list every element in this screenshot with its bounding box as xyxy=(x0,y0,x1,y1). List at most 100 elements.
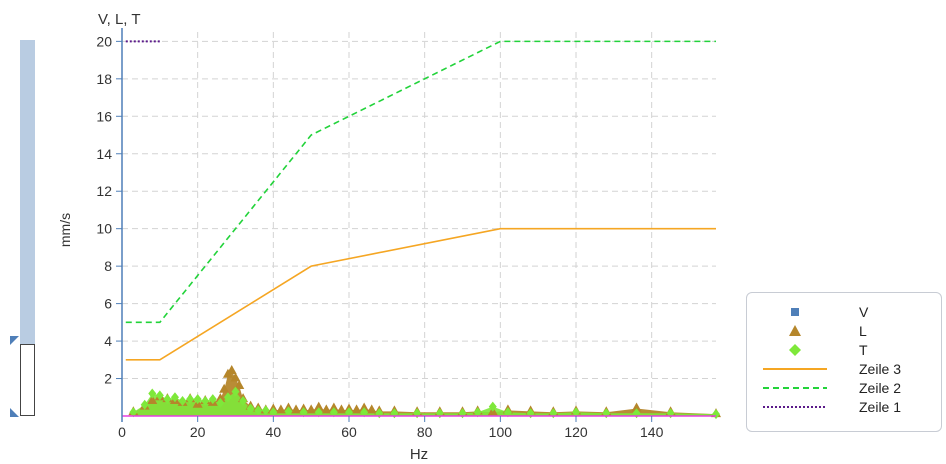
solid-line-icon xyxy=(763,368,827,370)
chart-title: V, L, T xyxy=(98,11,141,28)
axes xyxy=(116,28,716,422)
slider-handle-top[interactable] xyxy=(10,336,19,345)
y-tick-label: 14 xyxy=(96,146,112,162)
y-tick-label: 20 xyxy=(96,33,112,49)
marker-diamond xyxy=(261,405,270,416)
marker-triangle xyxy=(215,393,226,403)
x-tick-label: 80 xyxy=(417,424,433,440)
marker-diamond xyxy=(155,390,164,401)
y-tick-label: 16 xyxy=(96,108,112,124)
line-zeile-2 xyxy=(125,40,716,324)
marker-triangle xyxy=(359,402,370,412)
marker-diamond xyxy=(223,392,232,403)
marker-triangle xyxy=(219,383,230,393)
marker-triangle xyxy=(234,380,245,390)
legend-label: Zeile 1 xyxy=(859,399,902,415)
marker-diamond xyxy=(163,394,172,405)
x-tick-label: 20 xyxy=(190,424,206,440)
marker-triangle xyxy=(306,404,317,414)
slider-handle-bottom[interactable] xyxy=(10,408,19,417)
marker-diamond xyxy=(329,407,338,418)
marker-diamond xyxy=(231,386,240,397)
legend-item-zeile-3[interactable]: Zeile 3 xyxy=(747,360,943,378)
y-tick-label: 2 xyxy=(104,371,112,387)
marker-diamond xyxy=(140,399,149,410)
x-tick-label: 120 xyxy=(564,424,588,440)
dashed-line-icon xyxy=(763,387,827,389)
marker-diamond xyxy=(314,407,323,418)
zoom-slider[interactable] xyxy=(10,40,35,417)
marker-triangle xyxy=(336,404,347,414)
y-tick-label: 12 xyxy=(96,183,112,199)
marker-triangle xyxy=(366,404,377,414)
marker-diamond xyxy=(488,401,497,412)
line-zeile-3 xyxy=(125,227,716,361)
legend-item-v[interactable]: V xyxy=(747,303,943,321)
marker-triangle xyxy=(147,395,158,405)
marker-diamond xyxy=(208,394,217,405)
y-tick-label: 6 xyxy=(104,296,112,312)
marker-diamond xyxy=(246,403,255,414)
marker-diamond xyxy=(345,407,354,418)
marker-diamond xyxy=(503,407,512,418)
x-axis-label: Hz xyxy=(410,446,428,463)
marker-triangle xyxy=(226,365,237,375)
marker-diamond xyxy=(284,406,293,417)
marker-triangle xyxy=(351,404,362,414)
legend: V L T Zeile 3 Zeile 2 Zeile 1 xyxy=(746,292,942,432)
triangle-icon xyxy=(789,325,801,336)
marker-diamond xyxy=(193,394,202,405)
marker-triangle xyxy=(313,401,324,411)
marker-diamond xyxy=(216,397,225,408)
x-tick-label: 0 xyxy=(118,424,126,440)
marker-diamond xyxy=(299,407,308,418)
x-tick-label: 60 xyxy=(341,424,357,440)
marker-diamond xyxy=(572,407,581,418)
marker-diamond xyxy=(473,407,482,418)
legend-label: T xyxy=(859,342,868,358)
threshold-lines xyxy=(125,40,716,361)
marker-triangle xyxy=(328,402,339,412)
marker-diamond xyxy=(148,388,157,399)
legend-label: V xyxy=(859,304,869,320)
marker-diamond xyxy=(201,396,210,407)
marker-triangle xyxy=(275,404,286,414)
legend-label: L xyxy=(859,323,867,339)
diamond-icon xyxy=(789,344,801,356)
legend-item-zeile-2[interactable]: Zeile 2 xyxy=(747,379,943,397)
dotted-line-icon xyxy=(763,406,827,408)
legend-label: Zeile 2 xyxy=(859,380,902,396)
slider-window[interactable] xyxy=(20,344,35,416)
legend-item-t[interactable]: T xyxy=(747,341,943,359)
marker-diamond xyxy=(178,396,187,407)
marker-triangle xyxy=(321,404,332,414)
slider-track[interactable] xyxy=(20,40,35,344)
y-tick-label: 10 xyxy=(96,221,112,237)
grid-lines xyxy=(122,32,716,416)
x-tick-label: 140 xyxy=(640,424,664,440)
square-icon xyxy=(791,308,799,316)
marker-triangle xyxy=(230,372,241,382)
data-areas xyxy=(133,371,716,416)
x-tick-label: 40 xyxy=(266,424,282,440)
area-t xyxy=(133,391,716,416)
y-axis-label: mm/s xyxy=(57,213,73,247)
legend-item-l[interactable]: L xyxy=(747,322,943,340)
marker-triangle xyxy=(291,404,302,414)
marker-diamond xyxy=(129,407,138,418)
y-tick-label: 8 xyxy=(104,258,112,274)
marker-diamond xyxy=(254,405,263,416)
legend-item-zeile-1[interactable]: Zeile 1 xyxy=(747,398,943,416)
tick-labels: 2 4 6 8 10 12 14 16 18 20 0 20 40 60 80 100 120 140 xyxy=(96,33,663,440)
marker-diamond xyxy=(269,407,278,418)
marker-diamond xyxy=(360,407,369,418)
marker-diamond xyxy=(170,392,179,403)
x-tick-label: 100 xyxy=(489,424,513,440)
marker-diamond xyxy=(239,396,248,407)
legend-label: Zeile 3 xyxy=(859,361,902,377)
y-tick-label: 4 xyxy=(104,333,112,349)
y-tick-label: 18 xyxy=(96,71,112,87)
marker-diamond xyxy=(186,394,195,405)
marker-diamond xyxy=(712,409,720,420)
